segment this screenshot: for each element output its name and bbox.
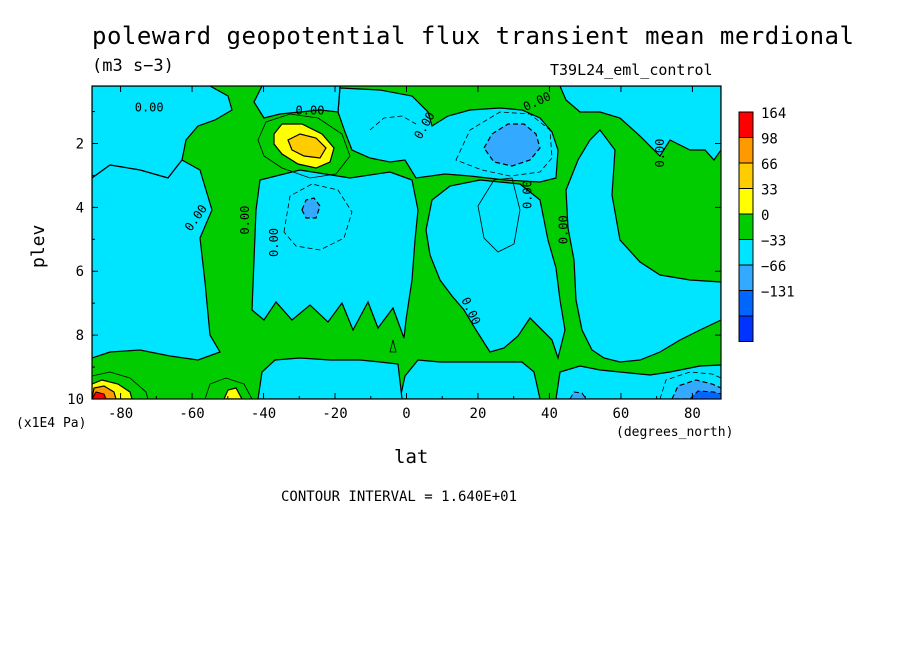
chart-title: poleward geopotential flux transient mea… [92, 22, 855, 50]
y-tick-label: 6 [76, 264, 84, 280]
x-axis-label: lat [394, 446, 429, 468]
colorbar-swatch [738, 111, 754, 138]
x-tick-label: -20 [322, 406, 347, 422]
contour-label: 0.00 [267, 228, 281, 257]
colorbar-label: 33 [761, 183, 778, 199]
x-tick-label: 40 [541, 406, 558, 422]
colorbar-label: −66 [761, 259, 786, 275]
negative-region-lower-sh [257, 357, 403, 399]
colorbar-swatch [738, 315, 754, 342]
negative-region-nh-polar [565, 129, 721, 363]
colorbar-swatch [738, 290, 754, 317]
contour-line-sh-mid-dashed [283, 183, 353, 251]
negative-core-sh [301, 197, 321, 219]
negative-region-nh-top [559, 86, 721, 161]
contour-label: 0.00 [296, 104, 325, 118]
negative-region-sh-top-right [253, 86, 341, 119]
contour-interval-note: CONTOUR INTERVAL = 1.640E+01 [281, 489, 518, 505]
contour-line-sh-jet-outer [257, 113, 351, 179]
y-tick-label: 8 [76, 328, 84, 344]
colorbar-label: 98 [761, 132, 778, 148]
colorbar-label: 66 [761, 157, 778, 173]
y-tick-label: 2 [76, 136, 84, 152]
negative-region-tropics [251, 169, 419, 339]
positive-core-sh-polar-red [92, 391, 107, 399]
contour-label: 0.00 [135, 101, 164, 115]
colorbar-swatch [738, 137, 754, 164]
y-axis-units: (x1E4 Pa) [16, 416, 87, 431]
negative-core-nh-jet [483, 123, 541, 167]
x-tick-label: -80 [108, 406, 133, 422]
negative-region-lower-east [399, 359, 541, 399]
y-tick-label: 10 [67, 392, 84, 408]
negative-core-lower-mid [569, 391, 587, 399]
x-tick-label: 60 [613, 406, 630, 422]
contour-line-nh-mid-outer [455, 111, 553, 177]
x-tick-label: -40 [251, 406, 276, 422]
chart-units: (m3 s−3) [92, 56, 174, 76]
contour-line-sh-polar-bot [92, 371, 149, 399]
colorbar-swatch [738, 188, 754, 215]
colorbar-swatch [738, 162, 754, 189]
contour-label: 0.00 [653, 139, 667, 168]
colorbar-swatch [738, 213, 754, 240]
contour-line-nh-mid-thin [477, 177, 521, 253]
negative-region-sh-mid-low [92, 159, 221, 361]
x-tick-label: 0 [402, 406, 410, 422]
colorbar-label: −131 [761, 285, 795, 301]
run-id-label: T39L24_eml_control [550, 61, 713, 79]
x-axis-units: (degrees_north) [616, 425, 734, 440]
contour-line-small-loop [389, 339, 397, 353]
contour-label: 0.00 [556, 215, 570, 244]
y-tick-label: 4 [76, 200, 84, 216]
positive-core-sh-mid-low [223, 387, 243, 399]
contour-line-sh-polar-bot2 [204, 377, 253, 399]
negative-core-nh-polar-inner [689, 390, 721, 399]
colorbar-swatch [738, 264, 754, 291]
contour-label: 0.00 [521, 180, 535, 209]
x-tick-label: 80 [684, 406, 701, 422]
positive-core-sh-jet-orange [287, 133, 327, 159]
y-axis-label: plev [28, 224, 49, 268]
negative-region-nh-mid [425, 179, 566, 361]
colorbar-label: −33 [761, 234, 786, 250]
contour-label: 0.00 [238, 206, 252, 235]
x-tick-label: 20 [470, 406, 487, 422]
x-tick-label: -60 [179, 406, 204, 422]
colorbar-label: 164 [761, 106, 786, 122]
contour-line-nh-top [369, 115, 417, 131]
colorbar-label: 0 [761, 208, 769, 224]
colorbar-swatch [738, 239, 754, 266]
